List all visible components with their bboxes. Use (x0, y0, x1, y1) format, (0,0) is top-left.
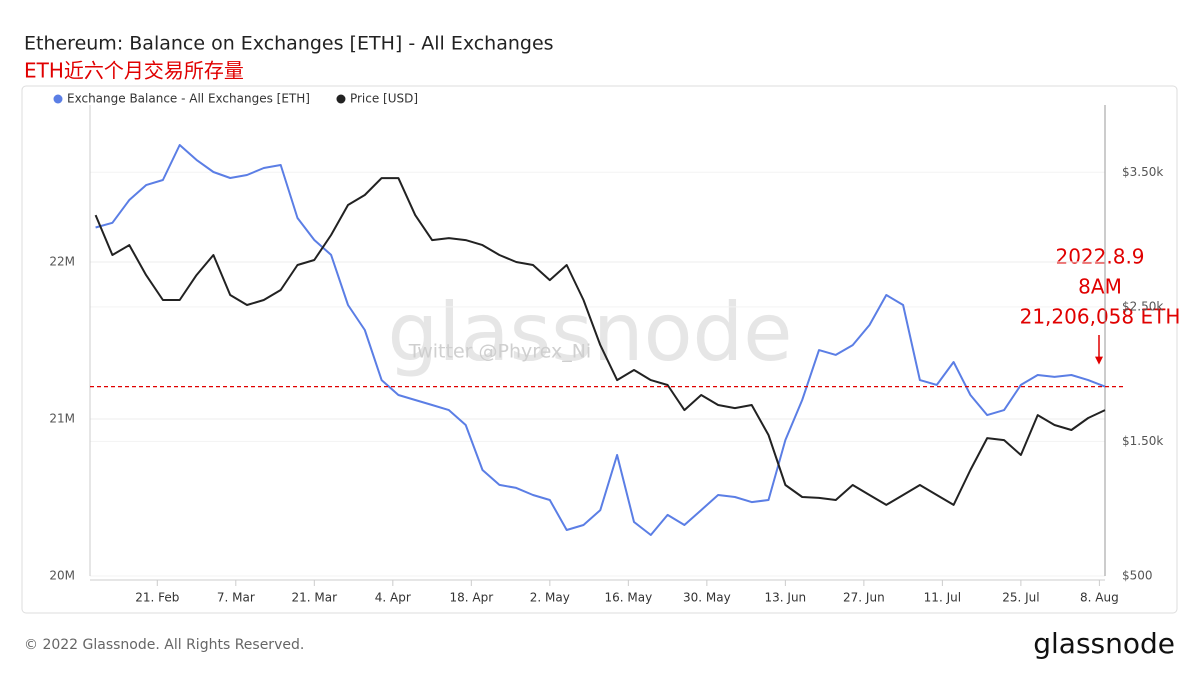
x-tick-label: 4. Apr (375, 591, 411, 605)
y-tick-label: 21M (49, 412, 75, 426)
annotation-arrowhead (1095, 356, 1103, 365)
x-tick-label: 18. Apr (449, 591, 493, 605)
x-tick-label: 8. Aug (1080, 591, 1119, 605)
annotation-text: 8AM (1078, 275, 1122, 299)
y-tick-label: 22M (49, 255, 75, 269)
x-tick-label: 7. Mar (217, 591, 255, 605)
x-tick-label: 2. May (530, 591, 570, 605)
footer: © 2022 Glassnode. All Rights Reserved. (24, 637, 304, 653)
x-tick-label: 16. May (604, 591, 652, 605)
annotation: 2022.8.9 8AM 21,206,058 ETH (1020, 245, 1181, 329)
annotation-text: 2022.8.9 (1055, 245, 1144, 269)
y-tick-label: 20M (49, 569, 75, 583)
legend-label: Price [USD] (350, 92, 418, 106)
y2-tick-label: $1.50k (1122, 434, 1163, 448)
series-line (94, 177, 1106, 506)
y2-tick-label: $3.50k (1122, 165, 1163, 179)
chart-frame (21, 85, 1178, 614)
annotation-text: 21,206,058 ETH (1020, 305, 1181, 329)
x-tick-label: 27. Jun (843, 591, 885, 605)
x-tick-label: 30. May (683, 591, 731, 605)
y2-tick-label: $500 (1122, 569, 1153, 583)
x-tick-label: 25. Jul (1002, 591, 1039, 605)
watermark-credit: Twitter @Phyrex_Ni (408, 341, 591, 363)
legend-label: Exchange Balance - All Exchanges [ETH] (67, 92, 310, 106)
legend-marker (53, 94, 63, 104)
chart-title: Ethereum: Balance on Exchanges [ETH] - A… (24, 33, 554, 55)
legend-marker (336, 94, 346, 104)
watermark: glassnode (387, 286, 792, 379)
series-line (95, 144, 1106, 536)
x-tick-label: 13. Jun (765, 591, 807, 605)
chart-subtitle: ETH近六个月交易所存量 (24, 59, 244, 83)
logo: glassnode (1033, 627, 1175, 660)
x-tick-label: 21. Feb (135, 591, 179, 605)
x-tick-label: 21. Mar (292, 591, 338, 605)
y2-tick-label: $2.50k (1122, 299, 1163, 313)
x-tick-label: 11. Jul (924, 591, 961, 605)
